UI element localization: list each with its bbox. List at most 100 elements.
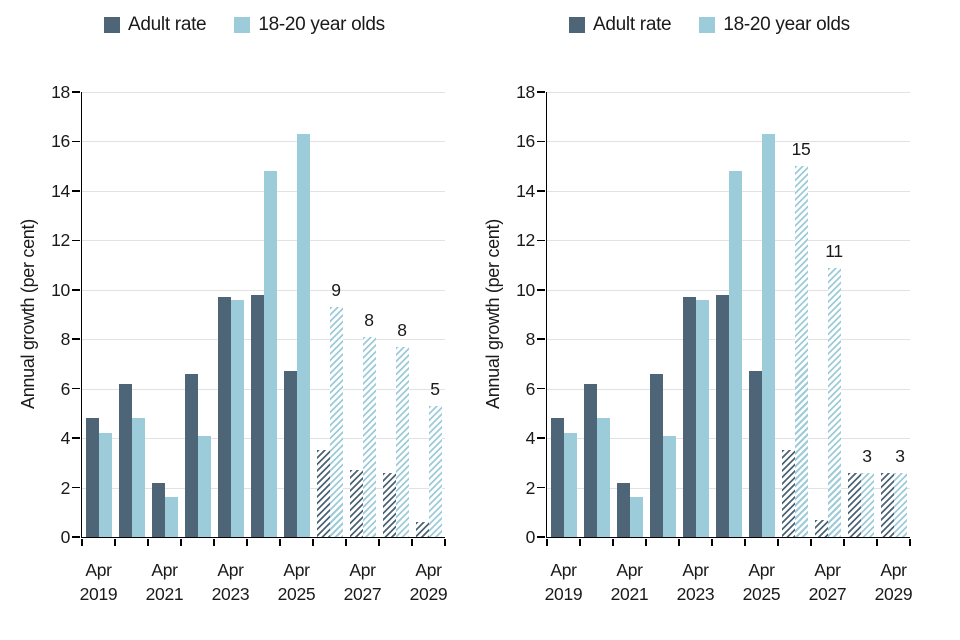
bar-adult-rate-apr-2024	[250, 294, 264, 537]
legend-swatch-18-20-year-olds	[699, 17, 716, 33]
bar-adult-rate-apr-2025	[748, 371, 762, 537]
bar-18-20-year-olds-apr-2028	[395, 346, 409, 537]
x-tick-mark	[114, 538, 116, 546]
gridline	[82, 141, 445, 143]
legend-item-adult-rate: Adult rate	[104, 14, 207, 36]
y-tick-label: 0	[525, 527, 536, 547]
y-tick-label: 10	[516, 279, 535, 300]
bar-adult-rate-apr-2026	[316, 450, 330, 537]
y-tick-label: 12	[516, 230, 535, 251]
bar-value-label: 8	[397, 319, 407, 340]
y-tick-mark	[72, 289, 80, 291]
y-tick-label: 2	[60, 477, 71, 498]
y-tick-mark	[72, 338, 80, 340]
x-tick-mark	[312, 538, 314, 546]
bar-18-20-year-olds-apr-2019	[563, 433, 577, 537]
x-tick-mark	[744, 538, 746, 546]
gridline	[547, 92, 910, 93]
plot-area: 0 2 4 6 8 10 12 14 16 18 Apr 2019 Apr 2021 Apr 2023 A…	[51, 82, 448, 604]
x-tick-mark	[444, 538, 446, 546]
x-tick-label: Apr 2027	[343, 560, 382, 604]
x-tick-mark	[645, 538, 647, 546]
chart-panel-right: Adult rate 18-20 year olds Annual growth…	[473, 0, 938, 640]
bar-adult-rate-apr-2020	[118, 383, 132, 537]
bar-adult-rate-apr-2019	[85, 418, 99, 537]
y-tick-mark	[537, 239, 545, 242]
y-tick-label: 18	[51, 82, 70, 102]
legend-item-18-20-year-olds: 18-20 year olds	[234, 14, 385, 36]
y-axis-title: Annual growth (per cent)	[18, 219, 38, 410]
bar-18-20-year-olds-apr-2026	[794, 166, 808, 537]
bar-adult-rate-apr-2025	[283, 371, 297, 537]
legend-swatch-adult-rate	[104, 17, 120, 33]
bar-18-20-year-olds-apr-2025	[296, 134, 310, 537]
y-tick-mark	[537, 91, 545, 93]
y-tick-label: 0	[60, 527, 71, 547]
y-tick-label: 16	[516, 131, 535, 152]
bar-18-20-year-olds-apr-2021	[164, 497, 178, 537]
legend-item-adult-rate: Adult rate	[569, 14, 672, 36]
legend-label-adult-rate: Adult rate	[128, 14, 207, 35]
bar-18-20-year-olds-apr-2023	[230, 299, 244, 537]
y-tick-mark	[72, 190, 80, 192]
x-tick-label: Apr 2019	[79, 560, 118, 604]
bar-18-20-year-olds-apr-2029	[428, 405, 442, 537]
x-tick-label: Apr 2025	[742, 560, 781, 604]
y-tick-label: 6	[60, 378, 71, 399]
x-tick-mark	[909, 538, 911, 546]
gridline	[547, 141, 910, 143]
y-tick-mark	[72, 536, 80, 538]
y-tick-label: 8	[60, 329, 71, 350]
bar-adult-rate-apr-2028	[847, 472, 861, 537]
bar-adult-rate-apr-2023	[682, 297, 696, 537]
x-tick-label: Apr 2021	[610, 560, 649, 604]
bar-value-label: 3	[895, 445, 905, 466]
y-tick-mark	[537, 536, 545, 538]
y-tick-label: 16	[51, 131, 70, 152]
plot-area: 0 2 4 6 8 10 12 14 16 18 Apr 2019 Apr 2021 Apr 2023 A…	[516, 82, 913, 604]
bar-18-20-year-olds-apr-2028	[860, 472, 874, 537]
x-tick-mark	[876, 538, 878, 546]
legend-item-18-20-year-olds: 18-20 year olds	[699, 14, 850, 36]
bar-18-20-year-olds-apr-2026	[329, 307, 343, 537]
y-tick-mark	[537, 289, 545, 291]
y-tick-mark	[537, 140, 545, 143]
x-tick-mark	[843, 538, 845, 546]
x-tick-mark	[180, 538, 182, 546]
legend-label-adult-rate: Adult rate	[593, 14, 672, 35]
y-tick-label: 4	[60, 428, 71, 449]
y-tick-mark	[72, 437, 80, 439]
bar-18-20-year-olds-apr-2021	[629, 497, 643, 537]
y-tick-label: 14	[51, 180, 70, 201]
y-tick-mark	[72, 239, 80, 242]
x-tick-label: Apr 2025	[277, 560, 316, 604]
bar-adult-rate-apr-2022	[184, 373, 198, 537]
bar-adult-rate-apr-2021	[151, 482, 165, 537]
bar-value-label: 15	[791, 139, 811, 160]
legend-swatch-18-20-year-olds	[234, 17, 251, 33]
bar-18-20-year-olds-apr-2027	[362, 336, 376, 537]
x-tick-mark	[213, 538, 215, 546]
bar-value-label: 5	[430, 378, 440, 399]
bar-18-20-year-olds-apr-2025	[761, 134, 775, 537]
x-tick-mark	[378, 538, 380, 546]
bar-adult-rate-apr-2028	[382, 472, 396, 537]
bar-adult-rate-apr-2024	[715, 294, 729, 537]
bar-value-label: 8	[364, 309, 374, 330]
bar-18-20-year-olds-apr-2024	[263, 171, 277, 537]
bar-value-label: 3	[862, 445, 872, 466]
gridline	[82, 92, 445, 93]
x-tick-mark	[147, 538, 149, 546]
bar-18-20-year-olds-apr-2020	[131, 418, 145, 537]
y-tick-mark	[72, 91, 80, 93]
x-tick-label: Apr 2027	[808, 560, 847, 604]
bar-18-20-year-olds-apr-2019	[98, 433, 112, 537]
y-tick-label: 18	[516, 82, 535, 102]
y-tick-mark	[537, 338, 545, 340]
x-tick-mark	[579, 538, 581, 546]
x-tick-label: Apr 2021	[145, 560, 184, 604]
x-tick-mark	[612, 538, 614, 546]
x-tick-mark	[678, 538, 680, 546]
y-tick-label: 12	[51, 230, 70, 251]
